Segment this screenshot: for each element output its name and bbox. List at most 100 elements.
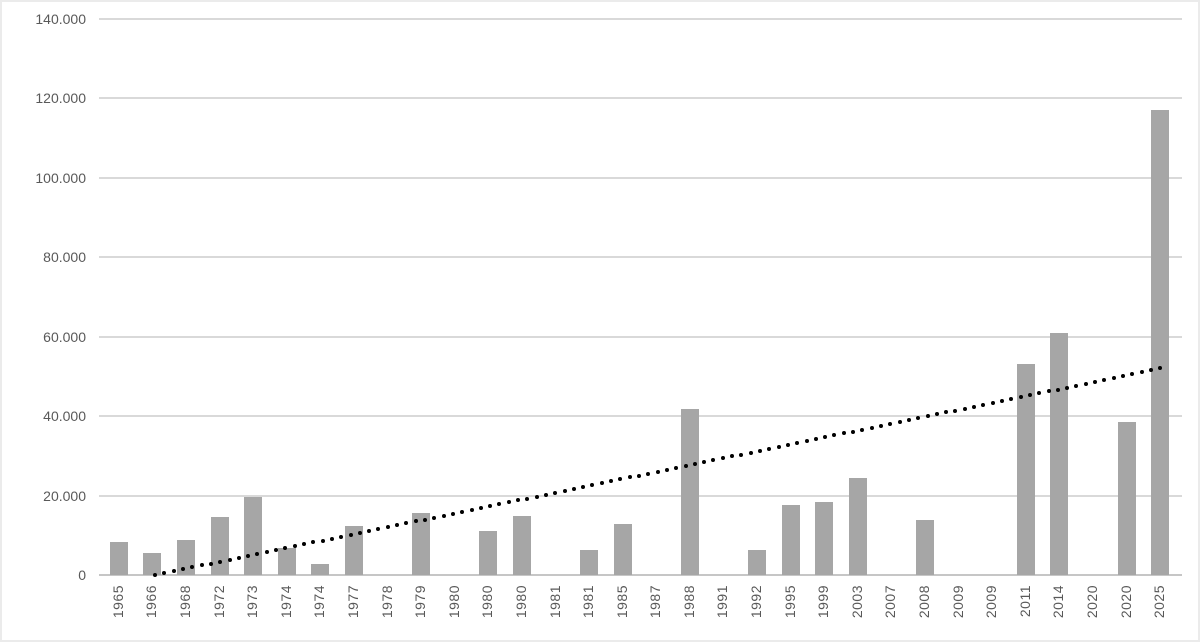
trend-line-dot xyxy=(292,544,297,549)
trend-line-dot xyxy=(748,450,753,455)
trend-line-dot xyxy=(655,469,660,474)
trend-line-dot xyxy=(869,425,874,430)
trend-line-dot xyxy=(450,511,455,516)
trend-line-dot xyxy=(432,515,437,520)
trend-line-dot xyxy=(664,467,669,472)
x-axis-tick-label: 2009 xyxy=(950,585,966,619)
trend-line-dot xyxy=(702,460,707,465)
bar xyxy=(278,548,296,575)
bar xyxy=(244,497,262,575)
x-axis-tick-label: 1966 xyxy=(143,585,159,619)
trend-line-dot xyxy=(860,427,865,432)
x-axis-tick-label: 1965 xyxy=(110,585,126,619)
trend-line-dot xyxy=(208,561,213,566)
bar xyxy=(211,517,229,575)
bar xyxy=(614,524,632,575)
x-axis-tick-label: 1973 xyxy=(244,585,260,619)
trend-line-dot xyxy=(944,410,949,415)
x-axis-tick-label: 1988 xyxy=(681,585,697,619)
trend-line-dot xyxy=(906,418,911,423)
trend-line-dot xyxy=(525,496,530,501)
bar xyxy=(143,553,161,575)
trend-line-dot xyxy=(1102,377,1107,382)
trend-line-dot xyxy=(190,565,195,570)
trend-line-dot xyxy=(637,473,642,478)
trend-line-dot xyxy=(460,509,465,514)
bar xyxy=(1151,110,1169,575)
trend-line-dot xyxy=(404,521,409,526)
trend-line-dot xyxy=(562,488,567,493)
bar xyxy=(748,550,766,575)
y-axis-tick-label: 80.000 xyxy=(43,249,86,265)
trend-line-dot xyxy=(534,494,539,499)
trend-line-dot xyxy=(1139,370,1144,375)
trend-line-dot xyxy=(301,542,306,547)
x-axis-tick-label: 2020 xyxy=(1084,585,1100,619)
y-axis-tick-label: 0 xyxy=(78,567,86,583)
trend-line-dot xyxy=(646,471,651,476)
trend-line-dot xyxy=(218,559,223,564)
y-axis-tick-label: 140.000 xyxy=(35,11,86,27)
trend-line-dot xyxy=(1065,385,1070,390)
trend-line-dot xyxy=(599,481,604,486)
x-axis-tick-label: 1981 xyxy=(547,585,563,619)
trend-line-dot xyxy=(1148,368,1153,373)
trend-line-dot xyxy=(627,475,632,480)
trend-line-dot xyxy=(376,527,381,532)
bar xyxy=(815,502,833,575)
x-axis-tick-label: 2008 xyxy=(916,585,932,619)
x-axis-tick-label: 2011 xyxy=(1017,585,1033,618)
trend-line-dot xyxy=(804,439,809,444)
x-axis-tick-label: 2009 xyxy=(983,585,999,619)
bar xyxy=(1118,422,1136,575)
trend-line-dot xyxy=(888,421,893,426)
gridline xyxy=(99,256,1182,258)
x-axis-tick-label: 1980 xyxy=(513,585,529,619)
trend-line-dot xyxy=(581,485,586,490)
x-axis-tick-label: 1999 xyxy=(815,585,831,619)
x-axis-tick-label: 2020 xyxy=(1118,585,1134,619)
x-axis-tick-label: 1972 xyxy=(211,585,227,619)
trend-line-dot xyxy=(516,498,521,503)
x-axis-tick-label: 1985 xyxy=(614,585,630,619)
trend-line-dot xyxy=(153,573,158,577)
trend-line-dot xyxy=(1055,387,1060,392)
trend-line-dot xyxy=(720,456,725,461)
trend-line-dot xyxy=(199,563,204,568)
bar xyxy=(580,550,598,575)
x-axis-tick-label: 1979 xyxy=(412,585,428,619)
trend-line-dot xyxy=(674,465,679,470)
trend-line-dot xyxy=(255,551,260,556)
trend-line-dot xyxy=(339,534,344,539)
x-axis-tick-label: 1968 xyxy=(177,585,193,619)
trend-line-dot xyxy=(357,530,362,535)
x-axis-tick-label: 1980 xyxy=(446,585,462,619)
trend-line-dot xyxy=(395,523,400,528)
y-axis-tick-label: 20.000 xyxy=(43,488,86,504)
trend-line-dot xyxy=(506,500,511,505)
trend-line-dot xyxy=(692,462,697,467)
trend-line-dot xyxy=(609,479,614,484)
trend-line-dot xyxy=(1120,374,1125,379)
trend-line-dot xyxy=(478,506,483,511)
trend-line-dot xyxy=(879,423,883,428)
trend-line-dot xyxy=(571,486,576,491)
trend-line-dot xyxy=(990,400,995,405)
bar xyxy=(916,520,934,575)
bar xyxy=(177,540,195,575)
x-axis-tick-label: 1977 xyxy=(345,585,361,619)
x-axis-tick-label: 1987 xyxy=(647,585,663,619)
trend-line-dot xyxy=(1083,381,1088,386)
y-axis-tick-label: 100.000 xyxy=(35,170,86,186)
trend-line-dot xyxy=(711,458,716,463)
x-axis-tick-label: 1981 xyxy=(580,585,596,619)
trend-line-dot xyxy=(916,416,921,421)
trend-line-dot xyxy=(1074,383,1079,388)
trend-line-dot xyxy=(767,446,772,451)
trend-line-dot xyxy=(274,548,279,553)
gridline xyxy=(99,336,1182,338)
y-axis-tick-label: 120.000 xyxy=(35,90,86,106)
x-axis-tick-label: 1978 xyxy=(379,585,395,619)
trend-line-dot xyxy=(553,490,558,495)
